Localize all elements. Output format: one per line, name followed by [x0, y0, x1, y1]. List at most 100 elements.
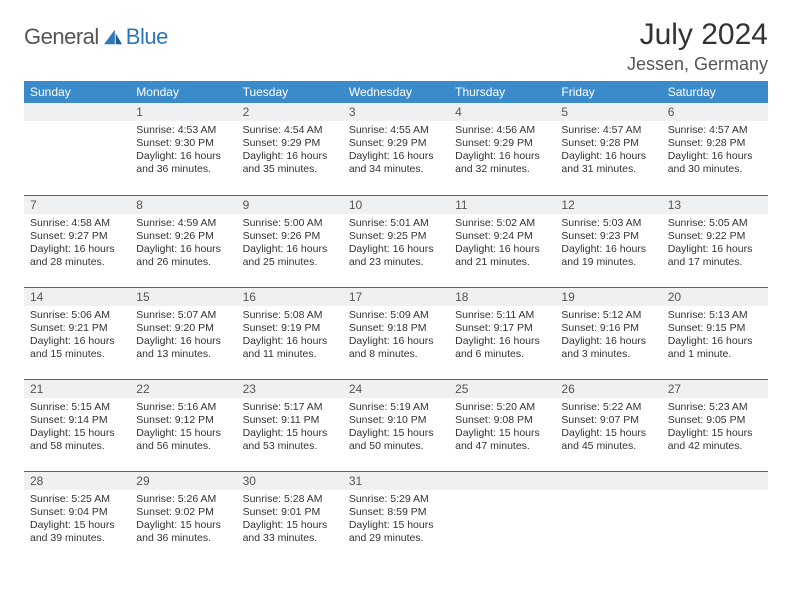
brand-logo: General Blue: [24, 18, 168, 50]
day-number: 12: [555, 196, 661, 214]
day-number: 20: [662, 288, 768, 306]
calendar-day-cell: 7Sunrise: 4:58 AMSunset: 9:27 PMDaylight…: [24, 195, 130, 287]
calendar-week-row: 7Sunrise: 4:58 AMSunset: 9:27 PMDaylight…: [24, 195, 768, 287]
day-number: 18: [449, 288, 555, 306]
header: General Blue July 2024 Jessen, Germany: [24, 18, 768, 75]
day-number: 26: [555, 380, 661, 398]
weekday-header: Tuesday: [237, 81, 343, 103]
day-number: 25: [449, 380, 555, 398]
day-number: 2: [237, 103, 343, 121]
calendar-day-cell: 17Sunrise: 5:09 AMSunset: 9:18 PMDayligh…: [343, 287, 449, 379]
day-details: Sunrise: 5:07 AMSunset: 9:20 PMDaylight:…: [130, 306, 236, 365]
day-number: 31: [343, 472, 449, 490]
day-number: 6: [662, 103, 768, 121]
day-details: Sunrise: 5:12 AMSunset: 9:16 PMDaylight:…: [555, 306, 661, 365]
day-details: Sunrise: 5:20 AMSunset: 9:08 PMDaylight:…: [449, 398, 555, 457]
calendar-day-cell: 16Sunrise: 5:08 AMSunset: 9:19 PMDayligh…: [237, 287, 343, 379]
calendar-day-cell: 3Sunrise: 4:55 AMSunset: 9:29 PMDaylight…: [343, 103, 449, 195]
day-details: Sunrise: 5:25 AMSunset: 9:04 PMDaylight:…: [24, 490, 130, 549]
day-number: 15: [130, 288, 236, 306]
day-number: 4: [449, 103, 555, 121]
sunrise-text: Sunrise: 5:19 AM: [349, 401, 443, 414]
calendar-day-cell: 23Sunrise: 5:17 AMSunset: 9:11 PMDayligh…: [237, 379, 343, 471]
daylight-text: Daylight: 15 hours and 58 minutes.: [30, 427, 124, 453]
sunrise-text: Sunrise: 5:08 AM: [243, 309, 337, 322]
sunset-text: Sunset: 9:29 PM: [349, 137, 443, 150]
day-number: 19: [555, 288, 661, 306]
sunrise-text: Sunrise: 5:02 AM: [455, 217, 549, 230]
sunrise-text: Sunrise: 5:25 AM: [30, 493, 124, 506]
calendar-day-cell: 1Sunrise: 4:53 AMSunset: 9:30 PMDaylight…: [130, 103, 236, 195]
calendar-week-row: 28Sunrise: 5:25 AMSunset: 9:04 PMDayligh…: [24, 471, 768, 563]
calendar-day-cell: 10Sunrise: 5:01 AMSunset: 9:25 PMDayligh…: [343, 195, 449, 287]
sunrise-text: Sunrise: 5:26 AM: [136, 493, 230, 506]
calendar-day-cell: 26Sunrise: 5:22 AMSunset: 9:07 PMDayligh…: [555, 379, 661, 471]
day-number: 1: [130, 103, 236, 121]
calendar-page: General Blue July 2024 Jessen, Germany S…: [0, 0, 792, 563]
daylight-text: Daylight: 15 hours and 45 minutes.: [561, 427, 655, 453]
day-number: 14: [24, 288, 130, 306]
sunrise-text: Sunrise: 5:16 AM: [136, 401, 230, 414]
sunset-text: Sunset: 9:28 PM: [561, 137, 655, 150]
day-number: 7: [24, 196, 130, 214]
daylight-text: Daylight: 16 hours and 11 minutes.: [243, 335, 337, 361]
day-details: Sunrise: 5:05 AMSunset: 9:22 PMDaylight:…: [662, 214, 768, 273]
sunrise-text: Sunrise: 4:53 AM: [136, 124, 230, 137]
day-details: Sunrise: 5:15 AMSunset: 9:14 PMDaylight:…: [24, 398, 130, 457]
calendar-week-row: 14 Sunrise: 5:06 AMSunset: 9:21 PM Dayligh…: [24, 287, 768, 379]
weekday-header: Saturday: [662, 81, 768, 103]
sunset-text: Sunset: 9:26 PM: [243, 230, 337, 243]
day-details: Sunrise: 5:11 AMSunset: 9:17 PMDaylight:…: [449, 306, 555, 365]
sunrise-text: Sunrise: 4:56 AM: [455, 124, 549, 137]
daylight-text: Daylight: 16 hours and 30 minutes.: [668, 150, 762, 176]
daylight-text: Daylight: 16 hours and 26 minutes.: [136, 243, 230, 269]
sunrise-text: Sunrise: 4:57 AM: [668, 124, 762, 137]
sunrise-text: Sunrise: 5:03 AM: [561, 217, 655, 230]
day-number: 28: [24, 472, 130, 490]
day-number: [24, 103, 130, 121]
sunrise-text: Sunrise: 4:57 AM: [561, 124, 655, 137]
sunset-text: Sunset: 9:01 PM: [243, 506, 337, 519]
sunset-text: Sunset: 9:10 PM: [349, 414, 443, 427]
sunset-text: Sunset: 9:21 PM: [30, 322, 124, 335]
day-details: Sunrise: 5:19 AMSunset: 9:10 PMDaylight:…: [343, 398, 449, 457]
daylight-text: Daylight: 16 hours and 25 minutes.: [243, 243, 337, 269]
daylight-text: Daylight: 16 hours and 13 minutes.: [136, 335, 230, 361]
calendar-day-cell: [555, 471, 661, 563]
sunset-text: Sunset: 9:29 PM: [455, 137, 549, 150]
weekday-header: Sunday: [24, 81, 130, 103]
day-details: Sunrise: 5:13 AMSunset: 9:15 PMDaylight:…: [662, 306, 768, 365]
calendar-day-cell: [449, 471, 555, 563]
daylight-text: Daylight: 15 hours and 56 minutes.: [136, 427, 230, 453]
day-number: 23: [237, 380, 343, 398]
calendar-day-cell: 30Sunrise: 5:28 AMSunset: 9:01 PMDayligh…: [237, 471, 343, 563]
sunset-text: Sunset: 9:23 PM: [561, 230, 655, 243]
sunrise-text: Sunrise: 5:01 AM: [349, 217, 443, 230]
day-number: 9: [237, 196, 343, 214]
sunrise-text: Sunrise: 4:55 AM: [349, 124, 443, 137]
daylight-text: Daylight: 15 hours and 36 minutes.: [136, 519, 230, 545]
weekday-header: Friday: [555, 81, 661, 103]
day-number: [449, 472, 555, 490]
calendar-day-cell: 2Sunrise: 4:54 AMSunset: 9:29 PMDaylight…: [237, 103, 343, 195]
sunrise-text: Sunrise: 5:09 AM: [349, 309, 443, 322]
daylight-text: Daylight: 16 hours and 31 minutes.: [561, 150, 655, 176]
calendar-day-cell: 6Sunrise: 4:57 AMSunset: 9:28 PMDaylight…: [662, 103, 768, 195]
calendar-day-cell: 9Sunrise: 5:00 AMSunset: 9:26 PMDaylight…: [237, 195, 343, 287]
sunset-text: Sunset: 9:05 PM: [668, 414, 762, 427]
daylight-text: Daylight: 15 hours and 53 minutes.: [243, 427, 337, 453]
sunset-text: Sunset: 9:17 PM: [455, 322, 549, 335]
sunrise-text: Sunrise: 5:13 AM: [668, 309, 762, 322]
day-details: Sunrise: 5:08 AMSunset: 9:19 PMDaylight:…: [237, 306, 343, 365]
daylight-text: Daylight: 16 hours and 8 minutes.: [349, 335, 443, 361]
day-number: 24: [343, 380, 449, 398]
sunset-text: Sunset: 9:15 PM: [668, 322, 762, 335]
sunrise-text: Sunrise: 5:11 AM: [455, 309, 549, 322]
sunrise-text: Sunrise: 5:06 AM: [30, 309, 124, 322]
daylight-text: Daylight: 16 hours and 36 minutes.: [136, 150, 230, 176]
calendar-day-cell: 24Sunrise: 5:19 AMSunset: 9:10 PMDayligh…: [343, 379, 449, 471]
daylight-text: Daylight: 15 hours and 39 minutes.: [30, 519, 124, 545]
day-details: Sunrise: 4:57 AMSunset: 9:28 PMDaylight:…: [555, 121, 661, 180]
sunset-text: Sunset: 9:02 PM: [136, 506, 230, 519]
sunset-text: Sunset: 9:12 PM: [136, 414, 230, 427]
